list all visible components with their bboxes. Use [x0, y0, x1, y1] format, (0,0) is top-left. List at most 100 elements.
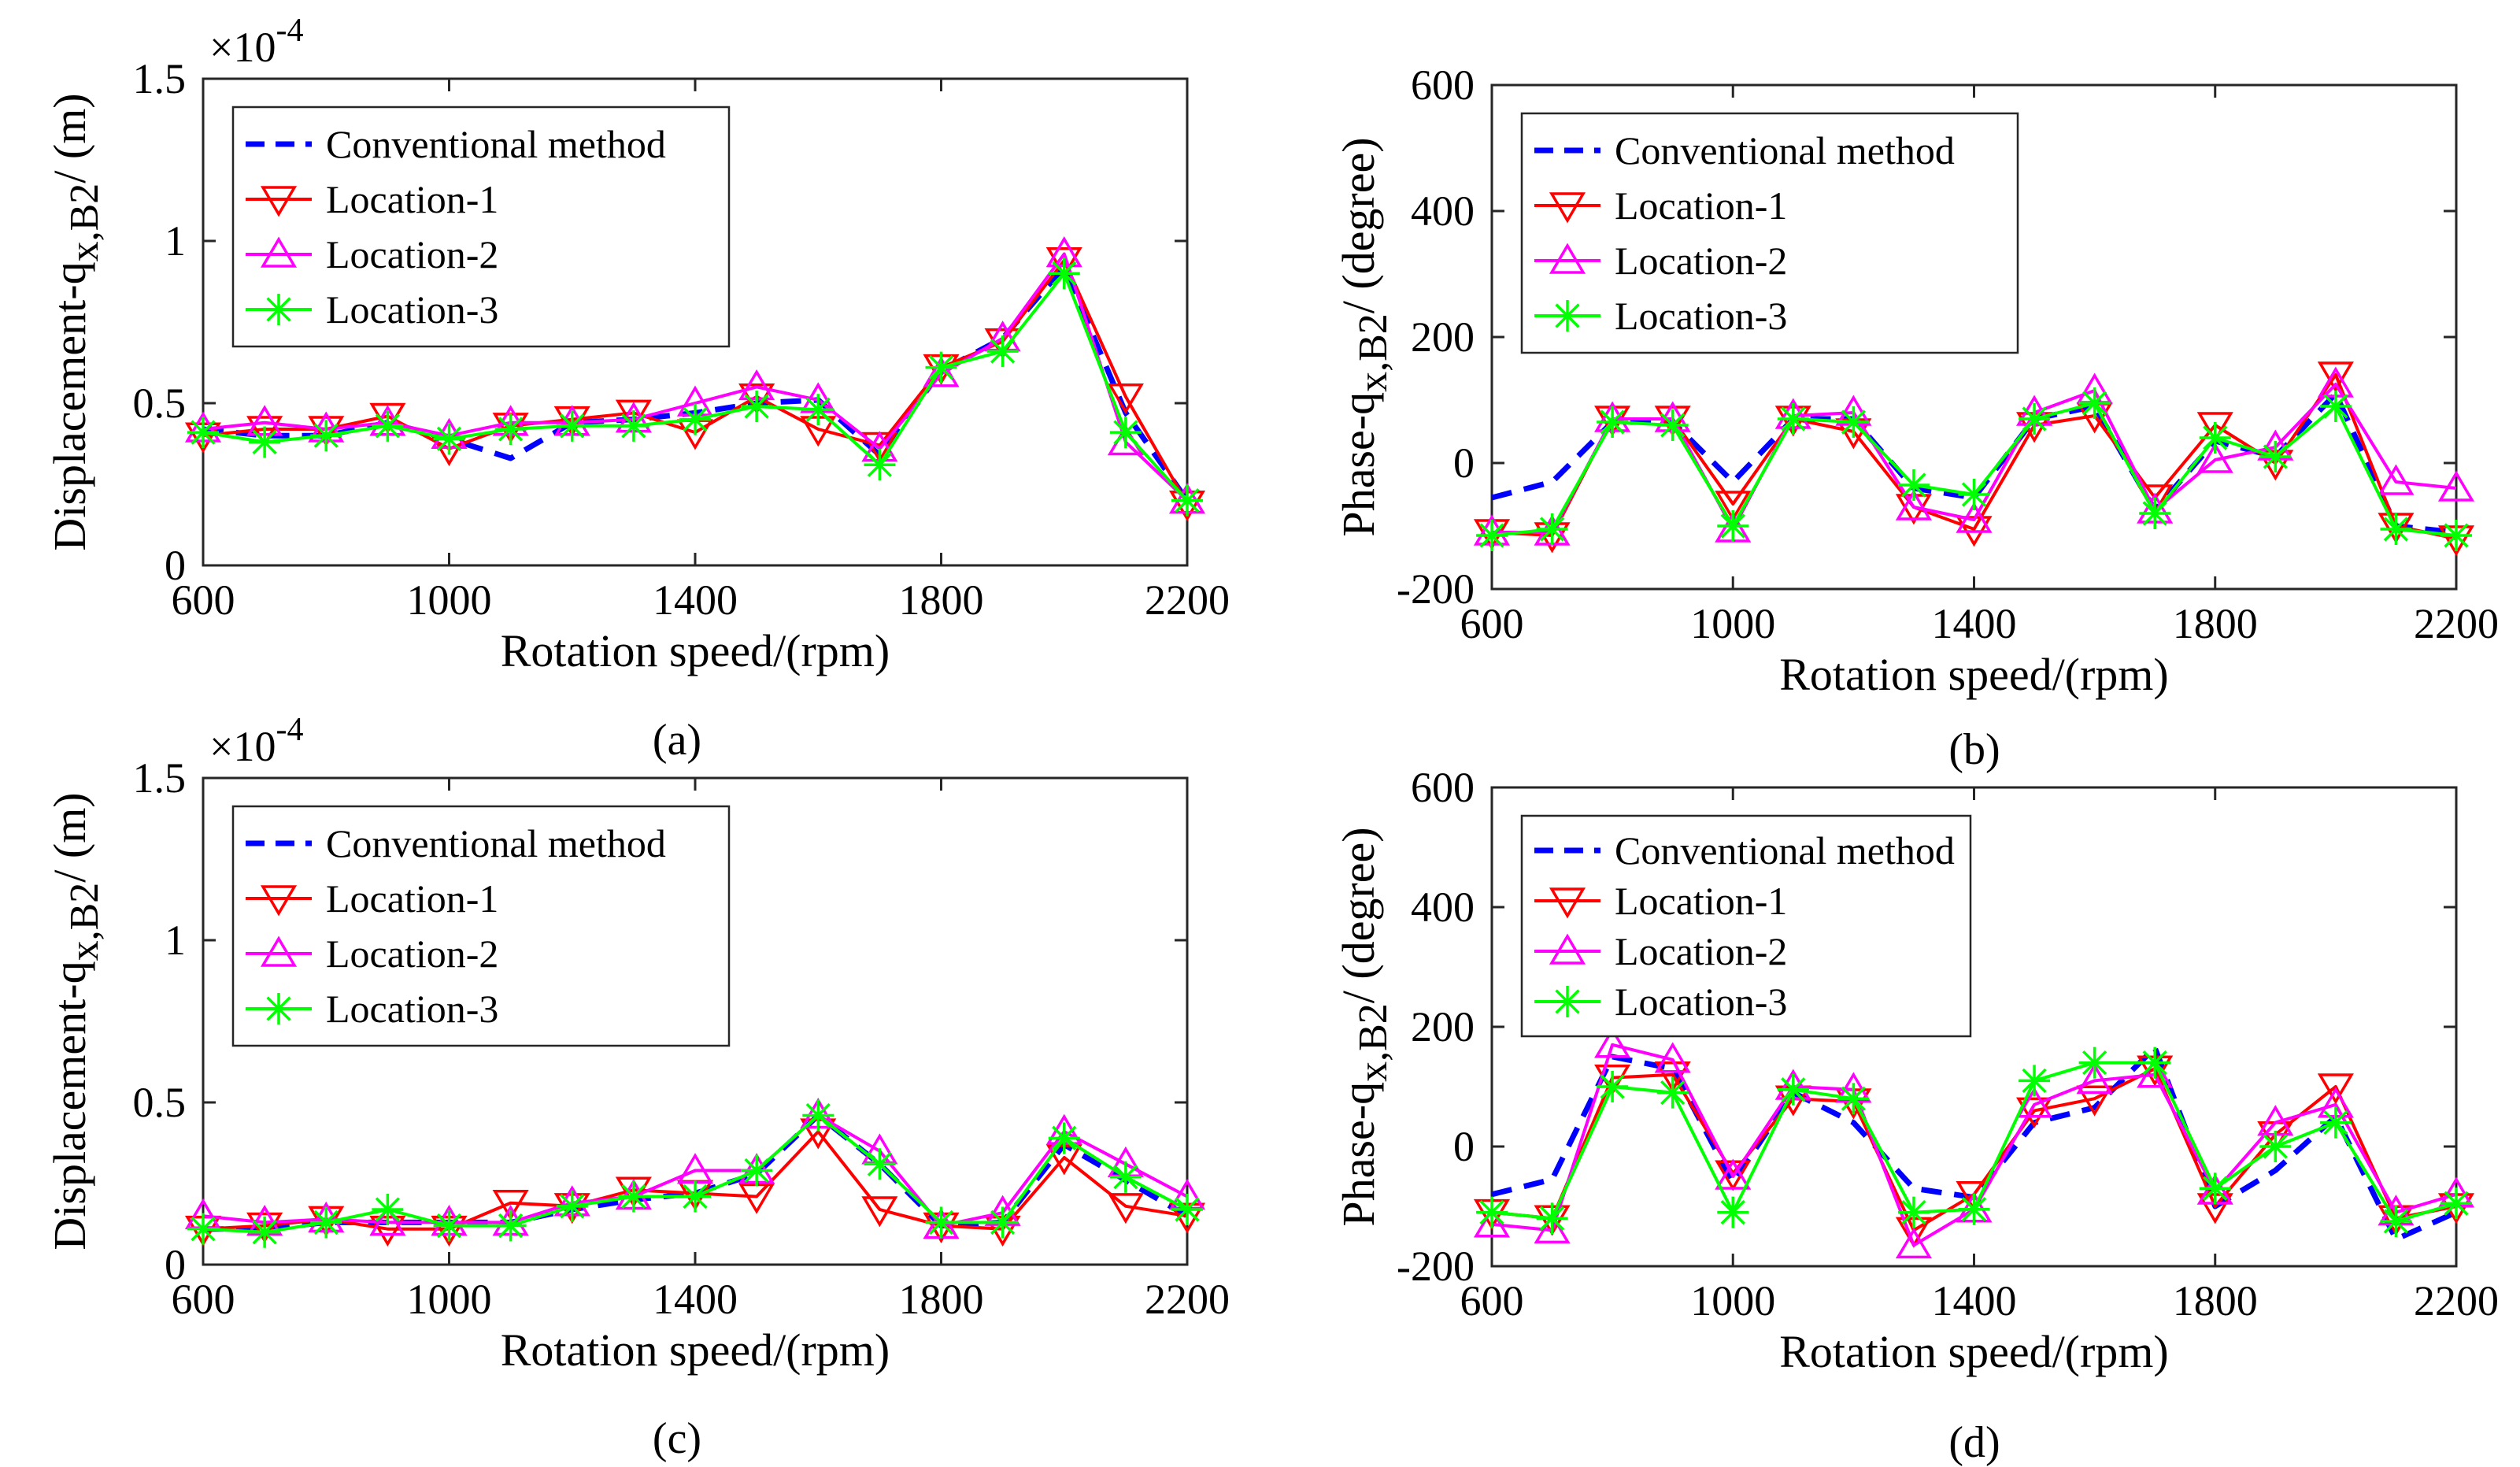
data-point — [494, 413, 527, 445]
legend-label: Location-3 — [326, 287, 498, 332]
x-tick-label: 1800 — [899, 576, 984, 624]
legend-label: Conventional method — [1615, 828, 1955, 872]
data-point — [2078, 387, 2111, 419]
data-point — [2137, 1057, 2174, 1088]
legend-label: Location-2 — [326, 932, 498, 976]
x-tick-label: 2200 — [1145, 576, 1230, 624]
data-point — [1837, 406, 1870, 438]
data-point — [1837, 1083, 1870, 1115]
data-point — [1777, 403, 1809, 435]
legend: Conventional method Location-1 Location-2 L… — [1520, 112, 2019, 354]
data-point — [1171, 1193, 1203, 1225]
x-tick-label: 1000 — [407, 1276, 492, 1323]
legend-box — [231, 106, 731, 348]
series-location-3 — [187, 257, 1203, 517]
data-point — [1656, 409, 1689, 441]
y-tick-label: 0.5 — [133, 380, 187, 427]
data-point — [556, 409, 588, 442]
data-point — [1045, 246, 1082, 279]
x-tick-label: 1000 — [1690, 1277, 1775, 1324]
legend-label: Location-1 — [1615, 879, 1787, 923]
data-point — [372, 409, 404, 442]
data-point — [2259, 441, 2292, 472]
y-tick-label: 200 — [1411, 313, 1475, 361]
data-point — [308, 416, 345, 447]
panel-caption: (b) — [1948, 725, 2000, 774]
x-tick-label: 1400 — [653, 1276, 738, 1323]
x-axis-label: Rotation speed/(rpm) — [1779, 649, 2169, 700]
x-tick-label: 2200 — [1145, 1276, 1230, 1323]
data-point — [2440, 1187, 2472, 1220]
panel-caption: (c) — [653, 1414, 701, 1463]
data-point — [2196, 442, 2233, 473]
x-axis-label: Rotation speed/(rpm) — [1779, 1326, 2169, 1377]
legend-marker — [1549, 887, 1586, 919]
data-point — [1107, 1193, 1144, 1224]
data-point — [1534, 1212, 1571, 1244]
data-point — [2378, 464, 2415, 495]
legend: Conventional method Location-1 Location-2 L… — [1520, 814, 1972, 1038]
y-axis-label: Displacement-qx,B2/ (m) — [44, 792, 107, 1250]
data-point — [1536, 1202, 1568, 1235]
x-axis-label: Rotation speed/(rpm) — [501, 625, 890, 676]
y-tick-label: 0 — [165, 1241, 186, 1288]
data-point — [2319, 391, 2352, 422]
data-point — [1536, 513, 1568, 545]
data-point — [2259, 1131, 2292, 1162]
data-point — [741, 391, 773, 423]
data-point — [2199, 422, 2231, 454]
data-point — [2016, 1097, 2053, 1128]
data-point — [1777, 1073, 1809, 1106]
legend-label: Location-3 — [1615, 294, 1787, 338]
y-tick-label: 1 — [165, 217, 186, 265]
legend-marker — [260, 935, 298, 967]
legend-label: Conventional method — [326, 821, 666, 865]
data-point — [986, 1206, 1019, 1239]
data-point — [1597, 1071, 1629, 1102]
data-point — [2196, 412, 2233, 443]
data-point — [433, 423, 465, 455]
data-point — [617, 1180, 649, 1213]
data-point — [249, 1216, 281, 1248]
data-point — [1958, 1193, 1990, 1225]
data-point — [615, 399, 652, 431]
x-tick-label: 600 — [1460, 1277, 1524, 1324]
series-line — [202, 252, 1189, 502]
y-tick-label: 1.5 — [133, 754, 187, 802]
y-tick-label: -200 — [1397, 565, 1475, 613]
data-point — [617, 409, 649, 442]
legend-marker — [263, 294, 294, 325]
y-tick-label: 0 — [165, 542, 186, 589]
x-tick-label: 600 — [1460, 600, 1524, 647]
y-tick-label: 0.5 — [133, 1079, 187, 1126]
data-point — [2019, 1065, 2051, 1097]
data-point — [679, 403, 711, 435]
data-point — [1717, 1196, 1749, 1228]
data-point — [2317, 361, 2354, 393]
data-point — [1597, 406, 1629, 438]
legend-label: Location-2 — [1615, 239, 1787, 283]
x-tick-label: 1800 — [2173, 1277, 2258, 1324]
x-tick-label: 600 — [172, 1276, 235, 1323]
series-location-2 — [1473, 366, 2475, 546]
data-point — [1476, 520, 1508, 551]
data-point — [2317, 1073, 2354, 1105]
chart-panel-d: 600 1000 1400 1800 2200 -200 0 200 400 600 Rotatio… — [1333, 764, 2499, 1467]
legend-label: Location-3 — [326, 987, 498, 1031]
y-tick-label: -200 — [1397, 1243, 1475, 1290]
series-line — [1491, 373, 2457, 540]
data-point — [2076, 1085, 2113, 1117]
legend: Conventional method Location-1 Location-2 L… — [231, 805, 731, 1047]
y-tick-label: 400 — [1411, 187, 1475, 235]
data-point — [1717, 510, 1749, 542]
data-point — [494, 1210, 527, 1242]
data-point — [986, 335, 1019, 368]
y-tick-label: 200 — [1411, 1003, 1475, 1050]
legend-marker — [1549, 192, 1586, 224]
data-point — [556, 1190, 588, 1222]
data-point — [1109, 417, 1142, 449]
series-location-2 — [184, 1098, 1206, 1239]
x-tick-label: 1400 — [653, 576, 738, 624]
y-axis-label: Phase-qx,B2/ (degree) — [1333, 137, 1396, 536]
data-point — [741, 1154, 773, 1187]
